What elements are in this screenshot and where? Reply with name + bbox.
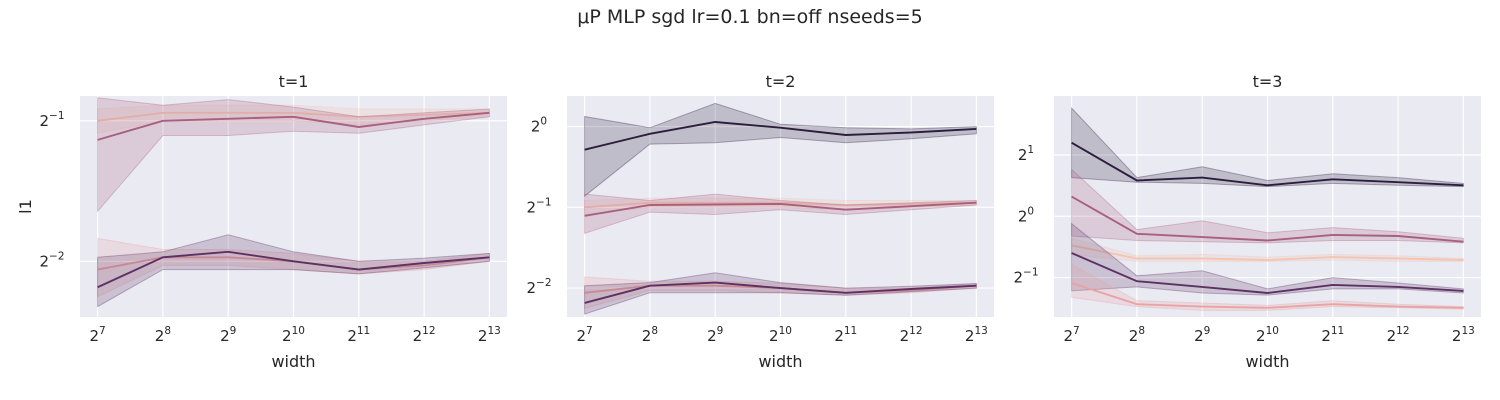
series-1	[584, 102, 977, 198]
x-tick-label: 27	[577, 325, 593, 345]
x-tick-label: 213	[1452, 325, 1475, 345]
x-tick-label: 213	[478, 325, 501, 345]
panel-title: t=1	[279, 72, 309, 91]
x-tick-label: 27	[1064, 325, 1080, 345]
x-tick-label: 28	[642, 325, 658, 345]
series-line	[584, 121, 977, 151]
x-tick-label: 213	[965, 325, 988, 345]
series-5	[1071, 263, 1464, 311]
x-tick-label: 212	[900, 325, 923, 345]
series-line	[97, 111, 490, 141]
panel-title: t=3	[1253, 72, 1283, 91]
confidence-band	[97, 234, 490, 308]
confidence-band	[1071, 263, 1464, 311]
series-2	[1071, 168, 1464, 244]
x-tick-label: 29	[1194, 325, 1210, 345]
series-2	[97, 97, 490, 213]
x-tick-label: 212	[413, 325, 436, 345]
x-tick-label: 28	[155, 325, 171, 345]
y-tick-label: 2−2	[39, 250, 64, 270]
confidence-band	[1071, 168, 1464, 244]
series-line	[584, 201, 977, 209]
y-tick-label: 21	[1018, 144, 1034, 164]
x-tick-label: 211	[834, 325, 857, 345]
x-tick-label: 27	[90, 325, 106, 345]
confidence-band	[584, 272, 977, 315]
y-tick-label: 2−2	[526, 277, 551, 297]
y-tick-label: 2−1	[39, 110, 64, 130]
panel-3: 27 28 29 210 211 212 213 2−1 20 21 t=3 width	[1013, 72, 1481, 371]
series-line	[1071, 244, 1464, 261]
series-3	[1071, 237, 1464, 262]
series-4	[97, 234, 490, 308]
panel-2: 27 28 29 210 211 212 213 2−2 2−1 20 t=2 width	[526, 72, 994, 371]
series-line	[97, 250, 490, 289]
x-tick-label: 210	[769, 325, 792, 345]
x-axis-label: width	[1245, 352, 1289, 371]
x-tick-label: 210	[1256, 325, 1279, 345]
confidence-band	[97, 237, 490, 298]
series-line	[97, 111, 490, 122]
x-tick-label: 29	[220, 325, 236, 345]
series-1	[1071, 106, 1464, 188]
x-axis-label: width	[758, 352, 802, 371]
y-tick-label: 2−1	[526, 196, 551, 216]
y-axis-label: l1	[16, 199, 35, 214]
series-4	[1071, 222, 1464, 296]
y-tick-label: 2−1	[1013, 267, 1038, 287]
series-line	[1071, 282, 1464, 309]
x-tick-label: 211	[1321, 325, 1344, 345]
x-tick-label: 212	[1387, 325, 1410, 345]
x-axis-label: width	[271, 352, 315, 371]
series-line	[1071, 141, 1464, 187]
series-5	[584, 272, 977, 315]
x-tick-label: 28	[1129, 325, 1145, 345]
panels: 27 28 29 210 211 212 213 2−2 2−1 t=1 width l1 27 28 29…	[16, 72, 1481, 371]
confidence-band	[584, 102, 977, 198]
panel-title: t=2	[766, 72, 796, 91]
confidence-band	[1071, 237, 1464, 262]
series-2	[584, 197, 977, 216]
series-line	[584, 201, 977, 217]
x-tick-label: 210	[282, 325, 305, 345]
figure-title: μP MLP sgd lr=0.1 bn=off nseeds=5	[577, 6, 922, 28]
series-line	[1071, 195, 1464, 243]
x-tick-label: 29	[707, 325, 723, 345]
series-3	[584, 193, 977, 234]
y-tick-label: 20	[531, 116, 547, 136]
panel-1: 27 28 29 210 211 212 213 2−2 2−1 t=1 width l1	[16, 72, 507, 371]
confidence-band	[1071, 106, 1464, 188]
confidence-band	[1071, 222, 1464, 296]
series-line	[584, 281, 977, 304]
y-tick-label: 20	[1018, 205, 1034, 225]
confidence-band	[97, 97, 490, 213]
series-line	[1071, 252, 1464, 294]
x-tick-label: 211	[347, 325, 370, 345]
